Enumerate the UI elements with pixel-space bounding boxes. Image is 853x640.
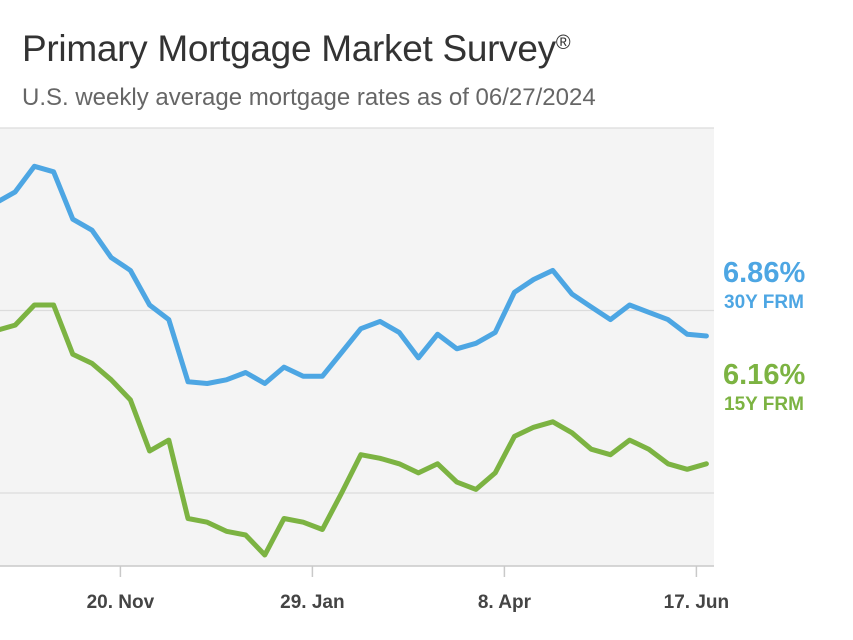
chart-subtitle: U.S. weekly average mortgage rates as of… xyxy=(22,84,596,111)
chart-title: Primary Mortgage Market Survey® xyxy=(22,28,571,69)
x-tick-label: 8. Apr xyxy=(478,592,532,613)
series-lines xyxy=(0,163,709,558)
plot-area-background xyxy=(0,128,714,566)
series-line-15y-frm xyxy=(0,302,709,558)
series-end-value: 6.86% xyxy=(723,257,805,289)
series-end-value: 6.16% xyxy=(723,359,805,391)
x-tick-label: 20. Nov xyxy=(87,592,155,613)
x-axis-ticks: 20. Nov 29. Jan 8. Apr 17. Jun xyxy=(87,566,729,613)
registered-mark: ® xyxy=(555,32,571,54)
series-end-labels: 6.86% 30Y FRM 6.16% 15Y FRM xyxy=(723,257,805,415)
x-tick-label: 17. Jun xyxy=(664,592,729,613)
x-tick-label: 29. Jan xyxy=(280,592,344,613)
series-line-30y-frm xyxy=(0,163,709,386)
series-end-name: 15Y FRM xyxy=(724,394,804,415)
series-end-name: 30Y FRM xyxy=(724,292,804,313)
